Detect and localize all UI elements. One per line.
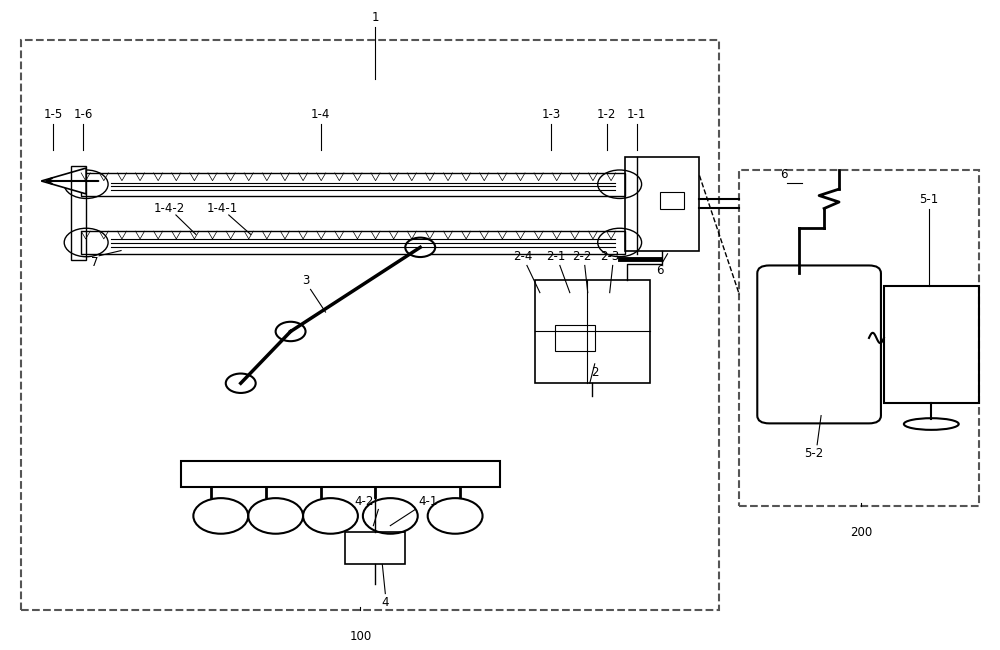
Text: 200: 200 (850, 526, 872, 539)
Text: 3: 3 (302, 274, 309, 287)
Text: 1-1: 1-1 (627, 108, 646, 121)
Text: 6: 6 (780, 168, 788, 181)
FancyBboxPatch shape (757, 265, 881, 423)
Circle shape (276, 322, 306, 341)
Polygon shape (181, 461, 500, 487)
Text: 2-4: 2-4 (513, 250, 533, 263)
Circle shape (405, 238, 435, 257)
Polygon shape (41, 168, 86, 194)
Text: 2: 2 (591, 367, 598, 380)
Text: 1-5: 1-5 (44, 108, 63, 121)
Text: 2-2: 2-2 (572, 250, 591, 263)
Text: 4-2: 4-2 (354, 495, 373, 508)
Text: 1-4-2: 1-4-2 (153, 202, 185, 215)
Text: 7: 7 (91, 256, 99, 269)
Text: 2-1: 2-1 (546, 250, 566, 263)
Text: 1-2: 1-2 (597, 108, 616, 121)
Text: 4: 4 (382, 595, 389, 608)
Text: 1: 1 (372, 11, 379, 24)
Text: 1-6: 1-6 (73, 108, 93, 121)
Text: 1-3: 1-3 (541, 108, 560, 121)
Text: 2-3: 2-3 (600, 250, 619, 263)
Text: 1-4-1: 1-4-1 (207, 202, 238, 215)
Ellipse shape (904, 418, 959, 430)
Text: 1-4: 1-4 (311, 108, 330, 121)
Text: 4-1: 4-1 (418, 495, 438, 508)
Text: 6: 6 (656, 264, 663, 277)
Text: 5-1: 5-1 (919, 193, 938, 206)
Text: 5-2: 5-2 (804, 447, 824, 460)
Circle shape (226, 374, 256, 393)
Text: 100: 100 (349, 630, 372, 644)
